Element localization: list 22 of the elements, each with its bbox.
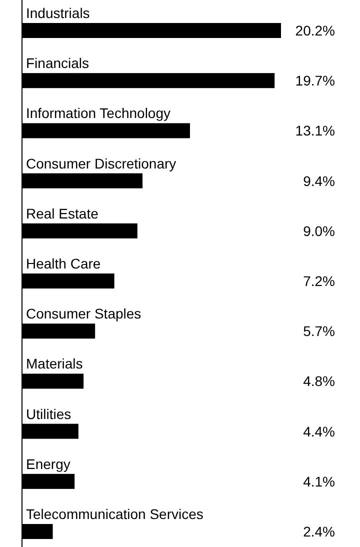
data-label: 7.2% bbox=[303, 273, 335, 289]
y-tick-label: Materials bbox=[26, 356, 83, 372]
data-label: 13.1% bbox=[295, 122, 335, 139]
data-label: 19.7% bbox=[295, 72, 335, 89]
data-label: 4.1% bbox=[303, 473, 335, 490]
data-label: 9.4% bbox=[303, 172, 335, 189]
data-label: 4.4% bbox=[303, 423, 335, 440]
y-tick-label: Telecommunication Services bbox=[26, 506, 204, 522]
y-tick-label: Consumer Discretionary bbox=[26, 155, 176, 172]
y-tick-label: Real Estate bbox=[26, 205, 99, 222]
data-label: 20.2% bbox=[295, 22, 335, 38]
y-tick-label: Industrials bbox=[26, 5, 90, 21]
y-tick-label: Information Technology bbox=[26, 105, 170, 122]
y-tick-label: Utilities bbox=[26, 406, 72, 422]
data-label: 4.8% bbox=[303, 373, 335, 390]
y-tick-label: Health Care bbox=[26, 256, 101, 272]
data-label: 2.4% bbox=[303, 524, 335, 540]
y-tick-label: Financials bbox=[26, 55, 90, 72]
y-tick-label: Energy bbox=[26, 456, 70, 472]
data-label: 9.0% bbox=[303, 222, 335, 239]
data-label: 5.7% bbox=[303, 323, 335, 340]
y-tick-label: Consumer Staples bbox=[26, 306, 142, 322]
